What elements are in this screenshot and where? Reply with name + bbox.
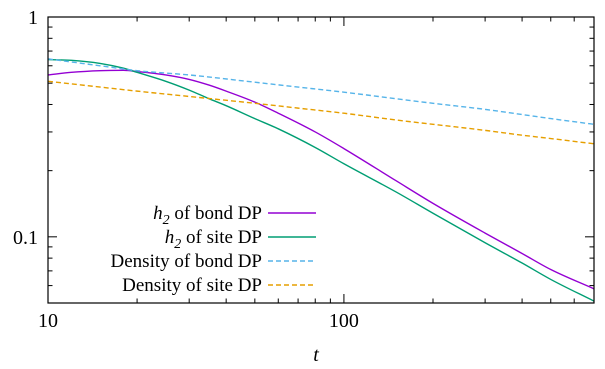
series-layer	[48, 58, 594, 302]
x-tick-label: 100	[329, 310, 359, 332]
series-curves	[48, 58, 594, 302]
tick-layer: 10 100 0.1 1	[13, 7, 595, 332]
legend-label-3: Density of bond DP	[111, 251, 262, 272]
legend-label-1: h2 of bond DP	[153, 203, 262, 228]
x-tick-label: 10	[38, 310, 58, 332]
x-axis-label: t	[313, 344, 319, 366]
plot-border	[47, 16, 595, 304]
legend-label-2: h2 of site DP	[165, 227, 262, 252]
y-tick-label: 0.1	[13, 227, 38, 249]
legend-label-4: Density of site DP	[122, 275, 262, 296]
y-tick-label: 1	[28, 7, 38, 29]
series-line-3	[48, 58, 594, 125]
series-line-1	[48, 69, 594, 290]
series-line-2	[48, 58, 594, 302]
plot-frame	[47, 16, 595, 304]
series-line-4	[48, 80, 594, 145]
